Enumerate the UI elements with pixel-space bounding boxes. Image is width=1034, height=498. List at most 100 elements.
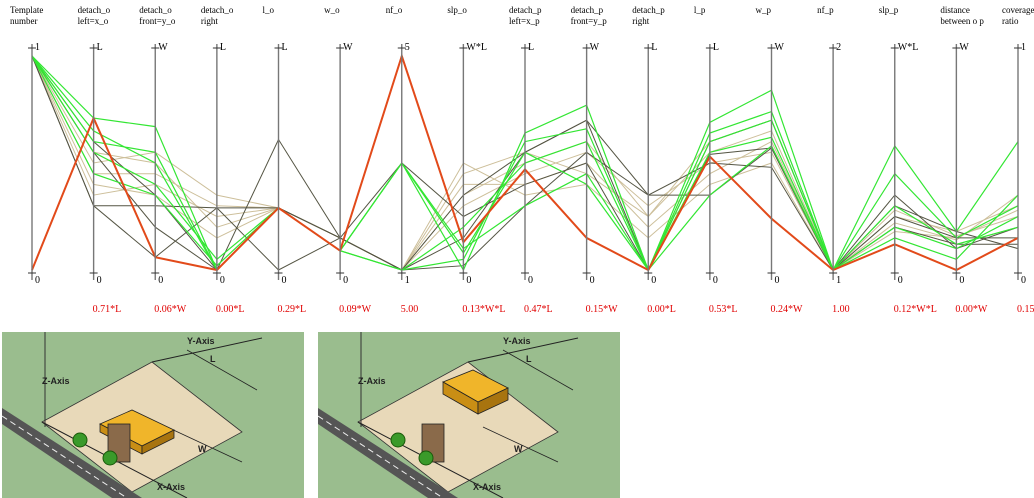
axis-top-label-detach_p_left: L xyxy=(528,42,534,53)
axis-bottom-label-template: 0 xyxy=(35,275,40,286)
axis-value-l_p: 0.53*L xyxy=(709,304,738,315)
axis-value-detach_o_front: 0.06*W xyxy=(154,304,187,315)
axis-header-w_o-0: w_o xyxy=(324,5,340,15)
axis-value-detach_o_right: 0.00*L xyxy=(216,304,245,315)
axis-header-template-1: number xyxy=(10,16,38,26)
axis-header-detach_p_right-1: right xyxy=(632,16,649,26)
axis-bottom-label-w_o: 0 xyxy=(343,275,348,286)
axis-bottom-label-nf_p: 1 xyxy=(836,275,841,286)
axis-bottom-label-l_o: 0 xyxy=(282,275,287,286)
axis-value-nf_o: 5.00 xyxy=(401,304,419,315)
road-marking xyxy=(318,415,444,498)
tree-icon xyxy=(102,450,118,466)
axis-value-detach_p_left: 0.47*L xyxy=(524,304,553,315)
axis-header-slp_p-0: slp_p xyxy=(879,5,899,15)
axis-top-label-detach_p_right: L xyxy=(651,42,657,53)
axis-bottom-label-detach_o_right: 0 xyxy=(220,275,225,286)
axis-top-label-slp_o: W*L xyxy=(466,42,487,53)
l-label: L xyxy=(210,354,216,364)
axis-header-distance-0: distance xyxy=(940,5,970,15)
axis-top-label-detach_o_left: L xyxy=(97,42,103,53)
y-axis-label: Y-Axis xyxy=(187,336,215,346)
axis-bottom-label-detach_o_front: 0 xyxy=(158,275,163,286)
axis-header-detach_o_front-0: detach_o xyxy=(139,5,172,15)
tree-icon xyxy=(418,450,434,466)
axis-header-detach_p_left-1: left=x_p xyxy=(509,16,540,26)
l-dimension xyxy=(186,349,258,391)
w-label: W xyxy=(514,444,523,454)
building-side xyxy=(477,387,509,415)
axis-value-detach_p_front: 0.15*W xyxy=(586,304,619,315)
axis-bottom-label-detach_o_left: 0 xyxy=(97,275,102,286)
w-label: W xyxy=(198,444,207,454)
axis-value-l_o: 0.29*L xyxy=(278,304,307,315)
axis-header-coverage-0: coverage xyxy=(1002,5,1034,15)
parallel-coordinates-chart: Templatenumber10detach_oleft=x_oL00.71*L… xyxy=(10,5,1034,315)
axis-top-label-w_p: W xyxy=(775,42,785,53)
axis-top-label-detach_p_front: W xyxy=(590,42,600,53)
x-axis-label: X-Axis xyxy=(473,482,501,492)
axis-value-w_p: 0.24*W xyxy=(771,304,804,315)
axis-top-label-detach_o_front: W xyxy=(158,42,168,53)
w-dimension xyxy=(482,426,559,463)
tree-icon xyxy=(390,432,406,448)
axis-bottom-label-detach_p_front: 0 xyxy=(590,275,595,286)
axis-value-slp_o: 0.13*W*L xyxy=(462,304,505,315)
axis-bottom-label-distance: 0 xyxy=(959,275,964,286)
axis-bottom-label-l_p: 0 xyxy=(713,275,718,286)
axis-top-label-nf_o: 5 xyxy=(405,42,410,53)
axis-header-detach_p_left-0: detach_p xyxy=(509,5,542,15)
x-axis-label: X-Axis xyxy=(157,482,185,492)
axis-header-detach_o_right-0: detach_o xyxy=(201,5,234,15)
axis-value-coverage: 0.15 xyxy=(1017,304,1034,315)
axis-top-label-l_p: L xyxy=(713,42,719,53)
axis-header-distance-1: between o p xyxy=(940,16,984,26)
axis-top-label-nf_p: 2 xyxy=(836,42,841,53)
axis-value-detach_o_left: 0.71*L xyxy=(93,304,122,315)
axis-top-label-template: 1 xyxy=(35,42,40,53)
axis-value-slp_p: 0.12*W*L xyxy=(894,304,937,315)
axis-value-nf_p: 1.00 xyxy=(832,304,850,315)
axis-header-detach_o_right-1: right xyxy=(201,16,218,26)
y-axis-line xyxy=(151,337,263,363)
tree-icon xyxy=(72,432,88,448)
axis-header-detach_o_front-1: front=y_o xyxy=(139,16,176,26)
axis-bottom-label-nf_o: 1 xyxy=(405,275,410,286)
axis-top-label-w_o: W xyxy=(343,42,353,53)
axis-header-template-0: Template xyxy=(10,5,43,15)
z-axis-label: Z-Axis xyxy=(358,376,386,386)
axis-header-l_o-0: l_o xyxy=(263,5,275,15)
axis-bottom-label-w_p: 0 xyxy=(775,275,780,286)
l-label: L xyxy=(526,354,532,364)
axis-header-detach_o_left-0: detach_o xyxy=(78,5,111,15)
axis-header-l_p-0: l_p xyxy=(694,5,706,15)
axis-top-label-coverage: 1 xyxy=(1021,42,1026,53)
y-axis-label: Y-Axis xyxy=(503,336,531,346)
axes-group: Templatenumber10detach_oleft=x_oL00.71*L… xyxy=(10,5,1034,315)
axis-top-label-l_o: L xyxy=(282,42,288,53)
site-scene-1: Y-Axis Z-Axis X-Axis L W xyxy=(2,332,304,498)
y-axis-line xyxy=(467,337,579,363)
axis-header-detach_o_left-1: left=x_o xyxy=(78,16,109,26)
axis-bottom-label-detach_p_left: 0 xyxy=(528,275,533,286)
axis-header-detach_p_right-0: detach_p xyxy=(632,5,665,15)
z-axis-label: Z-Axis xyxy=(42,376,70,386)
axis-header-coverage-1: ratio xyxy=(1002,16,1019,26)
axis-value-distance: 0.00*W xyxy=(955,304,988,315)
axis-top-label-detach_o_right: L xyxy=(220,42,226,53)
building-side xyxy=(141,429,175,455)
axis-header-nf_o-0: nf_o xyxy=(386,5,403,15)
axis-top-label-slp_p: W*L xyxy=(898,42,919,53)
axis-value-w_o: 0.09*W xyxy=(339,304,372,315)
axis-value-detach_p_right: 0.00*L xyxy=(647,304,676,315)
axis-top-label-distance: W xyxy=(959,42,969,53)
axis-header-nf_p-0: nf_p xyxy=(817,5,834,15)
axis-bottom-label-slp_o: 0 xyxy=(466,275,471,286)
site-scene-2: Y-Axis Z-Axis X-Axis L W xyxy=(318,332,620,498)
axis-bottom-label-detach_p_right: 0 xyxy=(651,275,656,286)
w-dimension xyxy=(166,426,243,463)
road xyxy=(318,408,458,498)
axis-bottom-label-slp_p: 0 xyxy=(898,275,903,286)
axis-header-w_p-0: w_p xyxy=(756,5,772,15)
axis-header-detach_p_front-1: front=y_p xyxy=(571,16,608,26)
